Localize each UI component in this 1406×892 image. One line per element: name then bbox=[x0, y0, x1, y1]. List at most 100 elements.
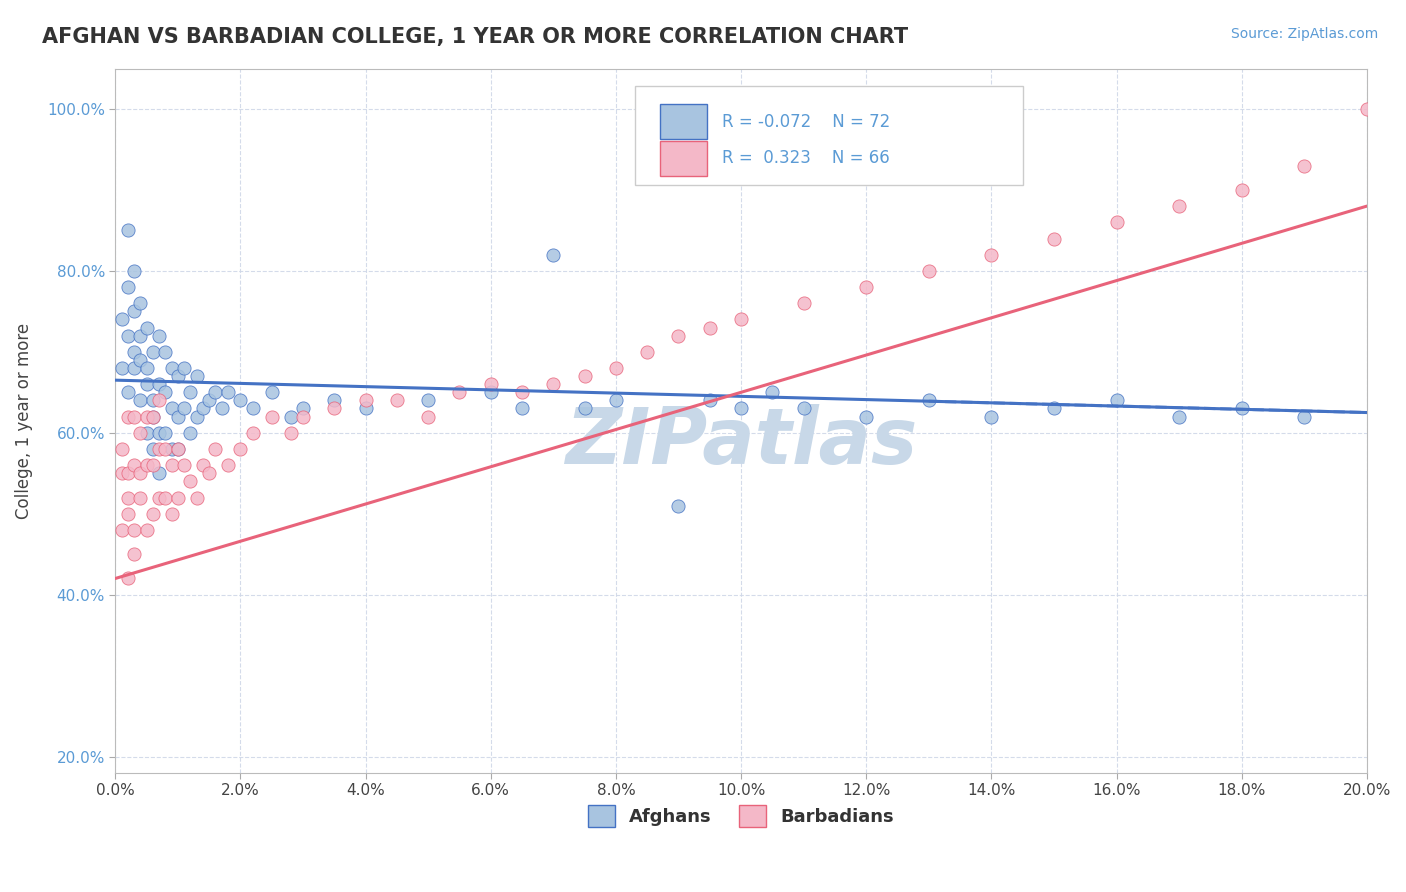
Point bbox=[191, 458, 214, 472]
Point bbox=[793, 401, 815, 416]
Point bbox=[129, 296, 152, 310]
Point bbox=[980, 248, 1002, 262]
Text: ZIPatlas: ZIPatlas bbox=[565, 404, 917, 480]
Point bbox=[122, 409, 145, 424]
Point bbox=[173, 458, 195, 472]
Point bbox=[1105, 393, 1128, 408]
Point bbox=[148, 393, 170, 408]
Point bbox=[142, 409, 165, 424]
Point bbox=[574, 369, 596, 384]
Point bbox=[155, 385, 177, 400]
Point bbox=[135, 361, 157, 376]
Point bbox=[135, 425, 157, 440]
Point bbox=[918, 264, 941, 278]
Point bbox=[280, 409, 302, 424]
Point bbox=[855, 280, 877, 294]
Point bbox=[148, 328, 170, 343]
Point bbox=[918, 393, 941, 408]
Text: Source: ZipAtlas.com: Source: ZipAtlas.com bbox=[1230, 27, 1378, 41]
Point bbox=[135, 409, 157, 424]
Point bbox=[204, 385, 226, 400]
Point bbox=[122, 264, 145, 278]
Point bbox=[122, 458, 145, 472]
Point bbox=[217, 458, 239, 472]
Point bbox=[142, 393, 165, 408]
Point bbox=[155, 344, 177, 359]
Point bbox=[449, 385, 471, 400]
Point bbox=[605, 361, 627, 376]
Point bbox=[543, 377, 565, 392]
Point bbox=[730, 312, 752, 326]
Point bbox=[211, 401, 233, 416]
Point bbox=[699, 393, 721, 408]
Point bbox=[354, 401, 377, 416]
Point bbox=[160, 507, 183, 521]
Point bbox=[117, 280, 139, 294]
Point bbox=[198, 467, 221, 481]
Point bbox=[242, 401, 264, 416]
Point bbox=[605, 393, 627, 408]
Point bbox=[148, 377, 170, 392]
Point bbox=[122, 547, 145, 561]
Point bbox=[155, 442, 177, 456]
Point bbox=[242, 425, 264, 440]
Point bbox=[155, 425, 177, 440]
Point bbox=[198, 393, 221, 408]
Point bbox=[1294, 159, 1316, 173]
Point bbox=[142, 409, 165, 424]
Point bbox=[117, 385, 139, 400]
Point bbox=[142, 442, 165, 456]
Point bbox=[323, 393, 346, 408]
Point bbox=[122, 523, 145, 537]
Point bbox=[636, 344, 658, 359]
Point bbox=[761, 385, 783, 400]
Point bbox=[135, 458, 157, 472]
Point bbox=[129, 467, 152, 481]
Point bbox=[217, 385, 239, 400]
Point bbox=[167, 369, 190, 384]
Point bbox=[260, 409, 283, 424]
Point bbox=[117, 328, 139, 343]
Point bbox=[129, 353, 152, 368]
Point bbox=[148, 467, 170, 481]
Point bbox=[173, 361, 195, 376]
FancyBboxPatch shape bbox=[634, 87, 1022, 185]
Point bbox=[479, 385, 502, 400]
Point bbox=[167, 442, 190, 456]
Point bbox=[117, 223, 139, 237]
Text: R =  0.323    N = 66: R = 0.323 N = 66 bbox=[723, 149, 890, 168]
Point bbox=[110, 523, 132, 537]
Point bbox=[229, 442, 252, 456]
Point bbox=[1168, 199, 1191, 213]
Point bbox=[110, 312, 132, 326]
Point bbox=[179, 425, 201, 440]
Point bbox=[117, 572, 139, 586]
Point bbox=[668, 499, 690, 513]
Point bbox=[1355, 102, 1378, 116]
Point bbox=[668, 328, 690, 343]
Point bbox=[148, 425, 170, 440]
Point bbox=[479, 377, 502, 392]
Legend: Afghans, Barbadians: Afghans, Barbadians bbox=[581, 797, 901, 834]
Point bbox=[160, 401, 183, 416]
Point bbox=[122, 344, 145, 359]
Point bbox=[110, 467, 132, 481]
Point bbox=[155, 491, 177, 505]
Point bbox=[793, 296, 815, 310]
Point bbox=[148, 442, 170, 456]
Point bbox=[1043, 231, 1066, 245]
Point bbox=[292, 401, 315, 416]
Point bbox=[354, 393, 377, 408]
Point bbox=[418, 393, 440, 408]
Point bbox=[186, 369, 208, 384]
Y-axis label: College, 1 year or more: College, 1 year or more bbox=[15, 323, 32, 518]
Point bbox=[1168, 409, 1191, 424]
Point bbox=[148, 491, 170, 505]
Point bbox=[142, 344, 165, 359]
Point bbox=[292, 409, 315, 424]
Point bbox=[110, 442, 132, 456]
Point bbox=[117, 507, 139, 521]
Point bbox=[160, 361, 183, 376]
Text: AFGHAN VS BARBADIAN COLLEGE, 1 YEAR OR MORE CORRELATION CHART: AFGHAN VS BARBADIAN COLLEGE, 1 YEAR OR M… bbox=[42, 27, 908, 46]
Point bbox=[191, 401, 214, 416]
